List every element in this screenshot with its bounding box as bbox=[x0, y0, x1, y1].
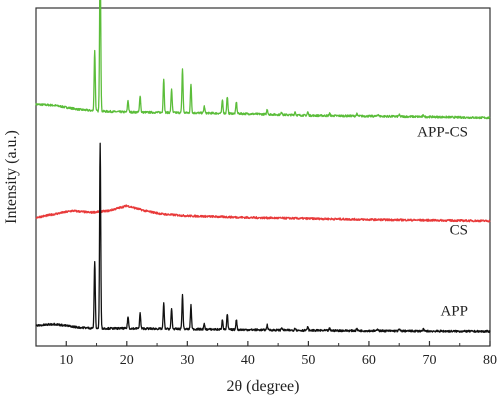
series-line-app bbox=[35, 142, 491, 334]
plot-border bbox=[35, 7, 491, 347]
x-tick-label: 40 bbox=[241, 353, 255, 368]
x-axis-ticks: 10 20 30 40 50 60 70 80 bbox=[35, 341, 497, 368]
x-tick-label: 30 bbox=[180, 353, 194, 368]
y-axis-title: Intensity (a.u.) bbox=[3, 130, 20, 224]
series-label-app-cs: APP-CS bbox=[417, 124, 468, 140]
x-axis-title: 2θ (degree) bbox=[227, 378, 300, 395]
x-tick-label: 50 bbox=[301, 353, 315, 368]
series-line-cs bbox=[35, 204, 491, 223]
series-label-cs: CS bbox=[450, 222, 468, 238]
series-label-app: APP bbox=[440, 304, 468, 320]
series-labels: APP-CS CS APP bbox=[417, 124, 468, 319]
x-tick-label: 80 bbox=[483, 353, 497, 368]
x-tick-label: 70 bbox=[422, 353, 436, 368]
x-tick-label: 10 bbox=[59, 353, 73, 368]
series-line-app-cs bbox=[35, 0, 491, 120]
x-tick-label: 20 bbox=[120, 353, 134, 368]
x-tick-label: 60 bbox=[362, 353, 376, 368]
plot-frame bbox=[35, 7, 491, 347]
series-lines bbox=[35, 0, 491, 334]
